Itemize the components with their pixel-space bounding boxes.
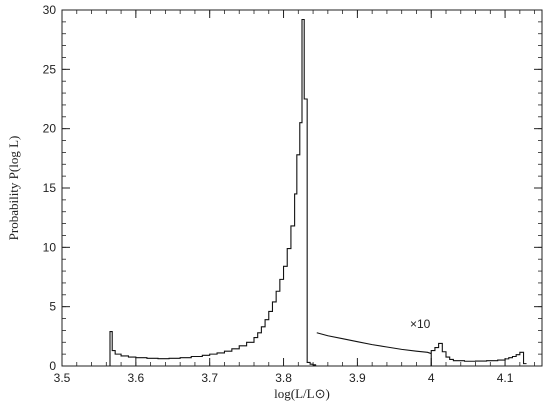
series-line-2 xyxy=(316,332,432,355)
y-tick-label: 15 xyxy=(43,181,57,195)
x-tick-label: 3.6 xyxy=(128,371,145,385)
annotation-1: ×10 xyxy=(410,317,431,331)
x-tick-label: 4.1 xyxy=(497,371,514,385)
y-tick-label: 20 xyxy=(43,122,57,136)
x-tick-label: 3.7 xyxy=(201,371,218,385)
series-line-3 xyxy=(430,342,527,366)
y-tick-label: 0 xyxy=(49,359,56,373)
y-tick-label: 5 xyxy=(49,300,56,314)
tick-label-group: 3.5 3.6 3.7 3.8 3.9 4 4.1 0 5 10 15 20 25 30 xyxy=(43,3,514,385)
annotation-group: ×10 xyxy=(410,317,431,331)
y-tick-label: 25 xyxy=(43,62,57,76)
x-tick-label: 3.8 xyxy=(275,371,292,385)
series-group xyxy=(109,18,527,367)
y-tick-label: 30 xyxy=(43,3,57,17)
y-tick-label: 10 xyxy=(43,240,57,254)
series-line-1 xyxy=(109,18,317,367)
x-tick-label: 4 xyxy=(428,371,435,385)
x-axis-label: log(L/L⊙) xyxy=(274,386,330,401)
y-axis-label: Probability P(log L) xyxy=(6,136,21,241)
x-tick-label: 3.5 xyxy=(54,371,71,385)
tick-group xyxy=(61,9,542,367)
x-tick-label: 3.9 xyxy=(349,371,366,385)
